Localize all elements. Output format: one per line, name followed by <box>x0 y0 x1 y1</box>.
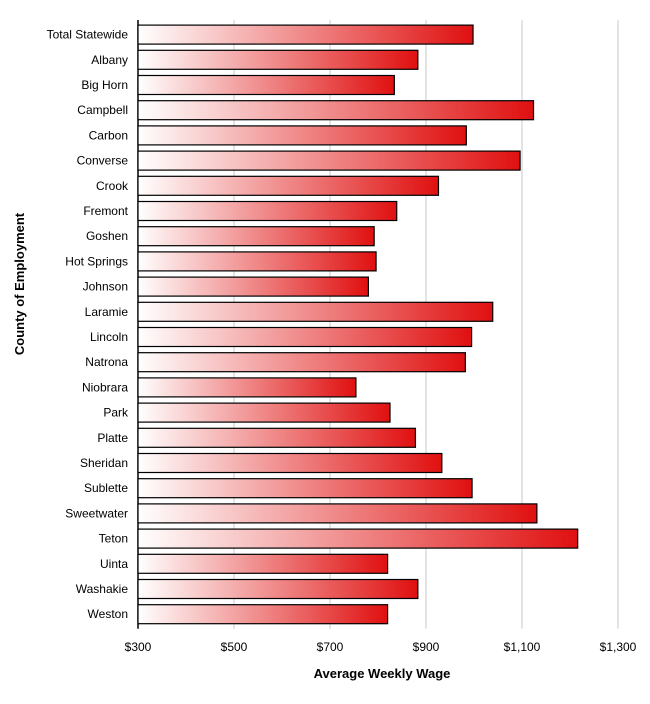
x-tick-label: $1,100 <box>504 640 541 654</box>
category-label: Natrona <box>85 355 128 369</box>
bar-sublette <box>137 478 473 499</box>
category-label: Albany <box>91 53 128 67</box>
category-label: Converse <box>77 154 129 168</box>
category-label: Johnson <box>83 280 128 294</box>
category-label: Crook <box>96 179 129 193</box>
category-label: Sheridan <box>80 456 128 470</box>
bar-crook <box>137 175 440 196</box>
bar-converse <box>137 150 521 171</box>
bar-weston <box>137 604 389 625</box>
x-tick-label: $700 <box>317 640 344 654</box>
bar-carbon <box>137 125 467 146</box>
category-label: Teton <box>99 532 128 546</box>
category-label: Niobrara <box>82 380 128 394</box>
category-label: Big Horn <box>81 78 128 92</box>
bars <box>137 24 579 625</box>
category-label: Fremont <box>83 204 128 218</box>
bar-goshen <box>137 226 375 247</box>
bar-albany <box>137 49 419 70</box>
gridlines <box>137 20 619 629</box>
category-label: Hot Springs <box>65 254 128 268</box>
bar-campbell <box>137 100 535 121</box>
bar-park <box>137 402 391 423</box>
category-label: Platte <box>97 431 128 445</box>
bar-niobrara <box>137 377 357 398</box>
x-tick-label: $500 <box>221 640 248 654</box>
category-label: Laramie <box>85 305 129 319</box>
category-label: Lincoln <box>90 330 128 344</box>
bar-hot-springs <box>137 251 377 272</box>
bar-sheridan <box>137 452 443 474</box>
category-label: Sublette <box>84 481 128 495</box>
category-label: Campbell <box>77 103 128 117</box>
category-label: Carbon <box>89 128 128 142</box>
bar-total-statewide <box>137 24 474 45</box>
x-tick-label: $900 <box>413 640 440 654</box>
bar-johnson <box>137 276 369 297</box>
category-labels: Total Statewide Albany Big Horn Campbell Car… <box>47 28 129 622</box>
bar-big-horn <box>137 74 395 96</box>
x-tick-label: $300 <box>125 640 152 654</box>
category-label: Sweetwater <box>65 506 128 520</box>
bar-platte <box>137 427 417 448</box>
bar-washakie <box>137 578 419 600</box>
bar-uinta <box>137 553 389 574</box>
bar-natrona <box>137 352 466 373</box>
y-axis-title: County of Employment <box>12 212 27 355</box>
bar-sweetwater <box>137 503 538 524</box>
category-label: Goshen <box>86 229 128 243</box>
bar-laramie <box>137 301 494 322</box>
category-label: Weston <box>88 607 128 621</box>
x-tick-label: $1,300 <box>600 640 637 654</box>
x-tick-labels: $300 $500 $700 $900 $1,100 $1,300 <box>125 640 637 654</box>
category-label: Washakie <box>76 582 129 596</box>
bar-teton <box>137 528 579 549</box>
category-label: Total Statewide <box>47 28 129 42</box>
category-label: Park <box>103 406 129 420</box>
category-label: Uinta <box>100 557 128 571</box>
x-axis-title: Average Weekly Wage <box>314 666 451 681</box>
bar-fremont <box>137 200 398 222</box>
bar-lincoln <box>137 326 473 348</box>
